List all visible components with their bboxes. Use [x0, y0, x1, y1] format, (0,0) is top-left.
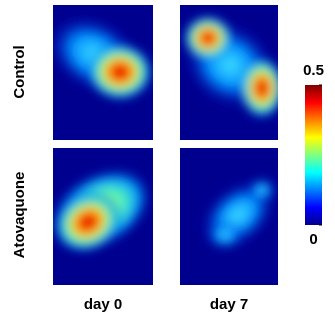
heatmap-panel	[34, 148, 165, 285]
row-label: Control	[11, 45, 28, 98]
colorbar	[305, 85, 322, 225]
page: Control Atovaquone day 0 day 7 00.5 (() …	[0, 0, 335, 321]
heatmap-panel	[34, 0, 156, 140]
colorbar-tick-label: 0.5	[303, 62, 324, 79]
figure: Control Atovaquone day 0 day 7 0 0.5	[0, 0, 335, 321]
colorbar-tick-label: 0	[309, 231, 317, 248]
column-label: day 7	[210, 296, 248, 313]
heatmap-panel	[168, 5, 293, 140]
heatmap-panel	[180, 148, 288, 285]
row-label: Atovaquone	[11, 172, 28, 259]
column-label: day 0	[84, 296, 122, 313]
